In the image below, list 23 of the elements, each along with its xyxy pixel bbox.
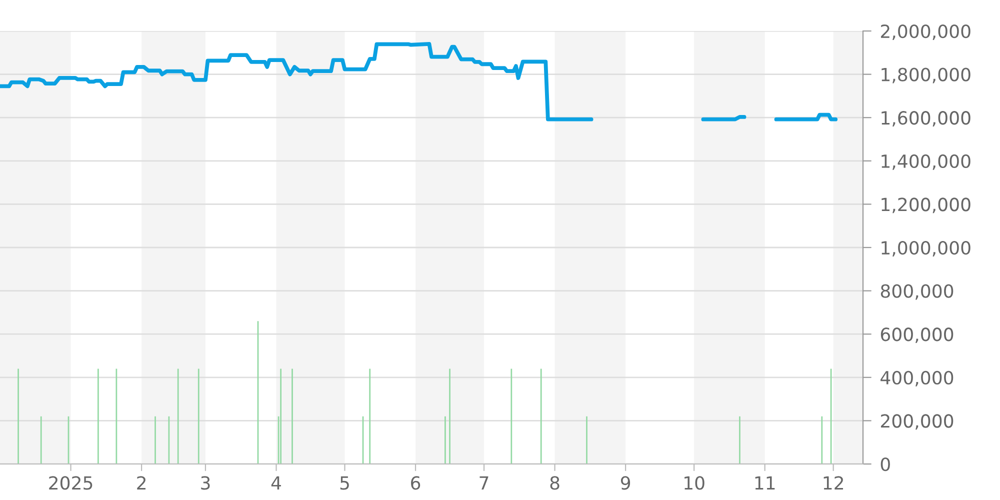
x-tick-label: 3 bbox=[201, 476, 210, 490]
y-tick-label: 600,000 bbox=[880, 328, 954, 344]
y-tick-label: 1,600,000 bbox=[882, 111, 970, 127]
x-tick-label: 11 bbox=[755, 476, 775, 490]
x-tick-label: 12 bbox=[824, 476, 843, 490]
y-tick-label: 1,200,000 bbox=[882, 198, 970, 214]
y-tick-label: 1,000,000 bbox=[882, 240, 970, 256]
x-tick-label: 8 bbox=[550, 476, 560, 490]
x-tick-label: 10 bbox=[684, 476, 704, 490]
y-tick-label: 2,000,000 bbox=[880, 24, 970, 40]
y-tick-label: 0 bbox=[880, 457, 890, 472]
x-tick-label: 9 bbox=[620, 476, 630, 490]
x-tick-label: 2025 bbox=[49, 476, 92, 490]
y-tick-label: 400,000 bbox=[880, 370, 954, 386]
y-tick-label: 200,000 bbox=[880, 414, 954, 430]
y-tick-label: 800,000 bbox=[880, 284, 954, 300]
x-tick-label: 5 bbox=[340, 476, 349, 490]
x-tick-label: 6 bbox=[411, 476, 420, 490]
x-tick-label: 7 bbox=[480, 476, 488, 490]
x-tick-label: 2 bbox=[137, 476, 146, 490]
y-tick-label: 1,800,000 bbox=[882, 68, 970, 84]
y-tick-label: 1,400,000 bbox=[882, 154, 970, 170]
x-tick-label: 4 bbox=[271, 476, 281, 490]
